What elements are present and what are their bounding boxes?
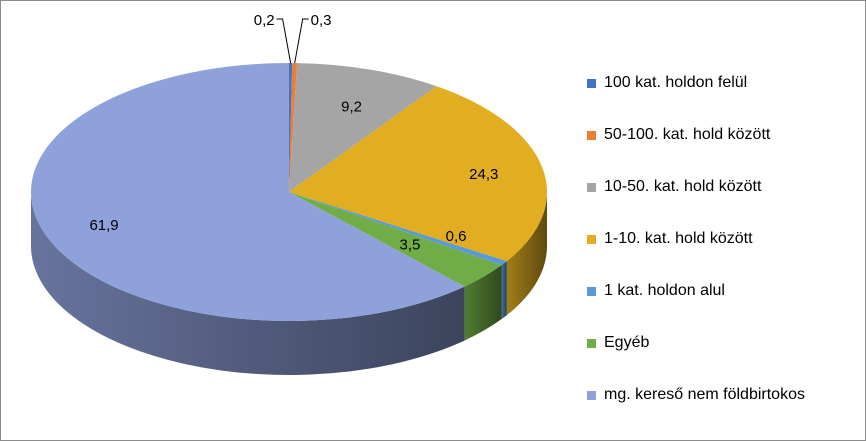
slice-1 <box>289 63 298 192</box>
slice-3 <box>289 86 547 262</box>
data-label: 3,5 <box>400 236 421 253</box>
legend-label: 100 kat. holdon felül <box>604 74 748 91</box>
slice-side-3 <box>506 192 547 316</box>
slice-6 <box>31 63 465 321</box>
pie-sides <box>31 192 547 376</box>
data-label: 0,2 <box>254 12 275 29</box>
slice-side-6 <box>31 192 465 376</box>
legend-swatch <box>587 182 596 192</box>
legend-swatch <box>587 338 596 348</box>
legend-swatch <box>587 78 596 88</box>
leader-line <box>276 18 292 64</box>
legend-label: 50-100. kat. hold között <box>604 126 771 143</box>
data-label: 61,9 <box>89 217 118 234</box>
slice-2 <box>289 63 437 192</box>
slice-5 <box>289 192 502 287</box>
data-label: 0,6 <box>446 228 467 245</box>
legend: 100 kat. holdon felül 50-100. kat. hold … <box>587 57 863 421</box>
slice-4 <box>289 192 507 266</box>
slice-0 <box>289 63 293 192</box>
legend-label: 1-10. kat. hold között <box>604 230 753 247</box>
data-labels: 0,2 0,3 9,2 24,3 0,6 3,5 61,9 <box>89 12 498 253</box>
data-label: 0,3 <box>311 12 332 29</box>
legend-swatch <box>587 286 596 296</box>
legend-item: 1-10. kat. hold között <box>587 213 863 265</box>
legend-swatch <box>587 390 596 400</box>
slice-side-5 <box>464 265 502 341</box>
legend-item: 1 kat. holdon alul <box>587 265 863 317</box>
legend-item: 10-50. kat. hold között <box>587 161 863 213</box>
leader-lines <box>276 18 309 64</box>
data-label: 24,3 <box>469 166 498 183</box>
legend-label: Egyéb <box>604 334 650 351</box>
legend-label: 1 kat. holdon alul <box>604 282 725 299</box>
data-label: 9,2 <box>341 98 362 115</box>
legend-label: 10-50. kat. hold között <box>604 178 762 195</box>
slice-side-4 <box>501 261 507 320</box>
legend-swatch <box>587 234 596 244</box>
legend-item: mg. kereső nem földbirtokos <box>587 369 863 421</box>
legend-item: Egyéb <box>587 317 863 369</box>
legend-item: 50-100. kat. hold között <box>587 109 863 161</box>
legend-swatch <box>587 130 596 140</box>
legend-item: 100 kat. holdon felül <box>587 57 863 109</box>
legend-label: mg. kereső nem földbirtokos <box>604 386 805 403</box>
leader-line <box>294 18 309 64</box>
pie-slices <box>31 63 547 321</box>
